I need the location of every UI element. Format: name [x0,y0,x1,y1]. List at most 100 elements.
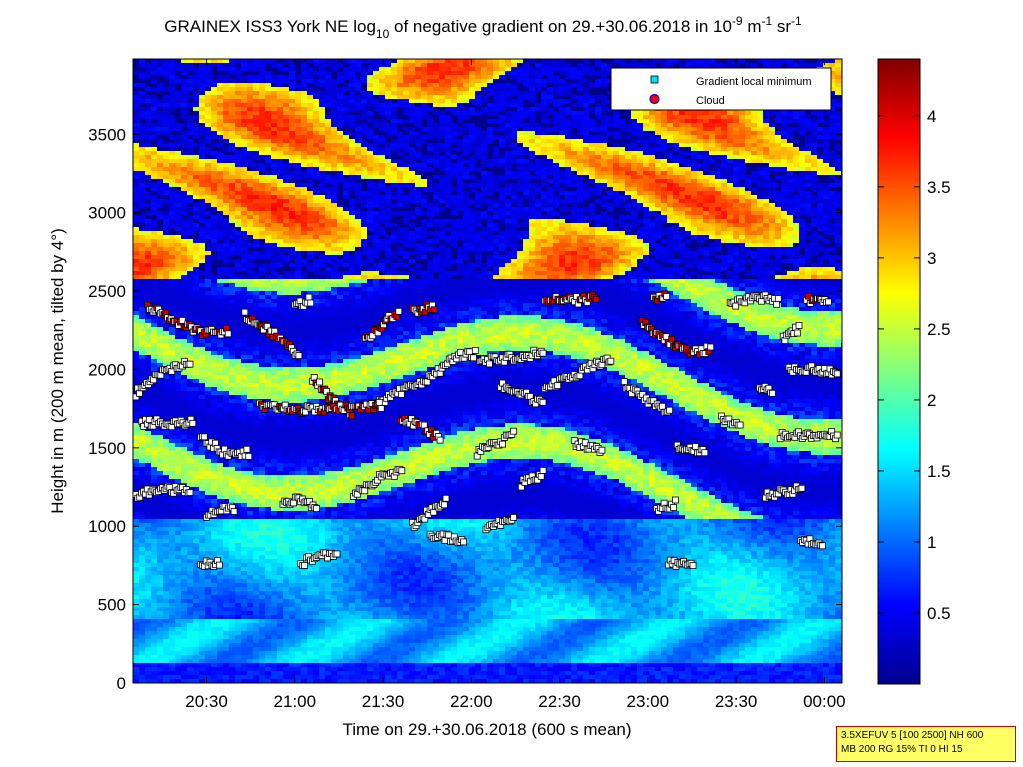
heatmap-cell [175,171,181,175]
heatmap-cell [649,63,655,67]
heatmap-cell [793,195,799,199]
heatmap-cell [577,127,583,131]
heatmap-cell [385,211,391,215]
heatmap-cell [817,191,823,195]
heatmap-cell [247,147,253,151]
heatmap-cell [667,119,673,123]
heatmap-cell [259,175,265,179]
heatmap-cell [271,131,277,135]
heatmap-cell [703,251,709,255]
heatmap-cell [205,63,211,67]
heatmap-cell [229,87,235,91]
heatmap-cell [769,235,775,239]
heatmap-cell [247,67,253,71]
heatmap-cell [781,127,787,131]
heatmap-cell [829,119,835,123]
heatmap-cell [157,215,163,219]
heatmap-cell [517,203,523,207]
heatmap-cell [463,123,469,127]
heatmap-cell [577,159,583,163]
heatmap-cell [481,143,487,147]
heatmap-cell [799,171,805,175]
heatmap-cell [343,83,349,87]
heatmap-cell [673,155,679,159]
heatmap-cell [349,147,355,151]
heatmap-cell [439,131,445,135]
heatmap-cell [421,107,427,111]
heatmap-cell [601,131,607,135]
heatmap-cell [259,223,265,227]
heatmap-cell [691,139,697,143]
heatmap-cell [265,187,271,191]
heatmap-cell [385,131,391,135]
heatmap-cell [289,199,295,203]
heatmap-cell [739,163,745,167]
heatmap-cell [421,219,427,223]
heatmap-cell [511,99,517,103]
heatmap-cell [571,119,577,123]
heatmap-cell [601,251,607,255]
heatmap-cell [733,115,739,119]
heatmap-cell [439,175,445,179]
heatmap-cell [721,191,727,195]
heatmap-cell [511,127,517,131]
heatmap-cell [463,87,469,91]
heatmap-cell [205,199,211,203]
heatmap-cell [799,127,805,131]
heatmap-cell [685,59,691,63]
heatmap-cell [211,247,217,251]
heatmap-cell [649,119,655,123]
heatmap-cell [667,227,673,231]
heatmap-cell [427,75,433,79]
heatmap-cell [415,247,421,251]
heatmap-cell [205,247,211,251]
heatmap-cell [577,239,583,243]
heatmap-cell [487,207,493,211]
heatmap-cell [553,163,559,167]
heatmap-cell [319,155,325,159]
heatmap-cell [763,167,769,171]
heatmap-cell [163,243,169,247]
heatmap-cell [379,179,385,183]
heatmap-cell [661,163,667,167]
heatmap-cell [391,139,397,143]
heatmap-cell [649,175,655,179]
heatmap-cell [667,155,673,159]
heatmap-cell [655,59,661,63]
heatmap-cell [319,119,325,123]
heatmap-cell [277,75,283,79]
heatmap-cell [295,151,301,155]
heatmap-cell [397,59,403,63]
heatmap-cell [379,127,385,131]
heatmap-cell [391,67,397,71]
heatmap-cell [685,219,691,223]
heatmap-cell [241,227,247,231]
heatmap-cell [817,227,823,231]
heatmap-cell [475,247,481,251]
heatmap-cell [541,83,547,87]
heatmap-cell [829,231,835,235]
heatmap-cell [763,139,769,143]
heatmap-cell [649,155,655,159]
heatmap-cell [661,131,667,135]
heatmap-cell [787,251,793,255]
heatmap-cell [631,63,637,67]
heatmap-cell [253,167,259,171]
heatmap-cell [361,131,367,135]
heatmap-cell [205,231,211,235]
heatmap-cell [391,203,397,207]
heatmap-cell [343,179,349,183]
heatmap-cell [691,159,697,163]
heatmap-cell [823,187,829,191]
heatmap-cell [355,167,361,171]
heatmap-cell [505,127,511,131]
heatmap-cell [283,203,289,207]
heatmap-cell [745,147,751,151]
heatmap-cell [541,251,547,255]
heatmap-cell [739,227,745,231]
heatmap-cell [169,87,175,91]
heatmap-cell [679,175,685,179]
heatmap-cell [355,215,361,219]
heatmap-cell [691,251,697,255]
heatmap-cell [289,91,295,95]
